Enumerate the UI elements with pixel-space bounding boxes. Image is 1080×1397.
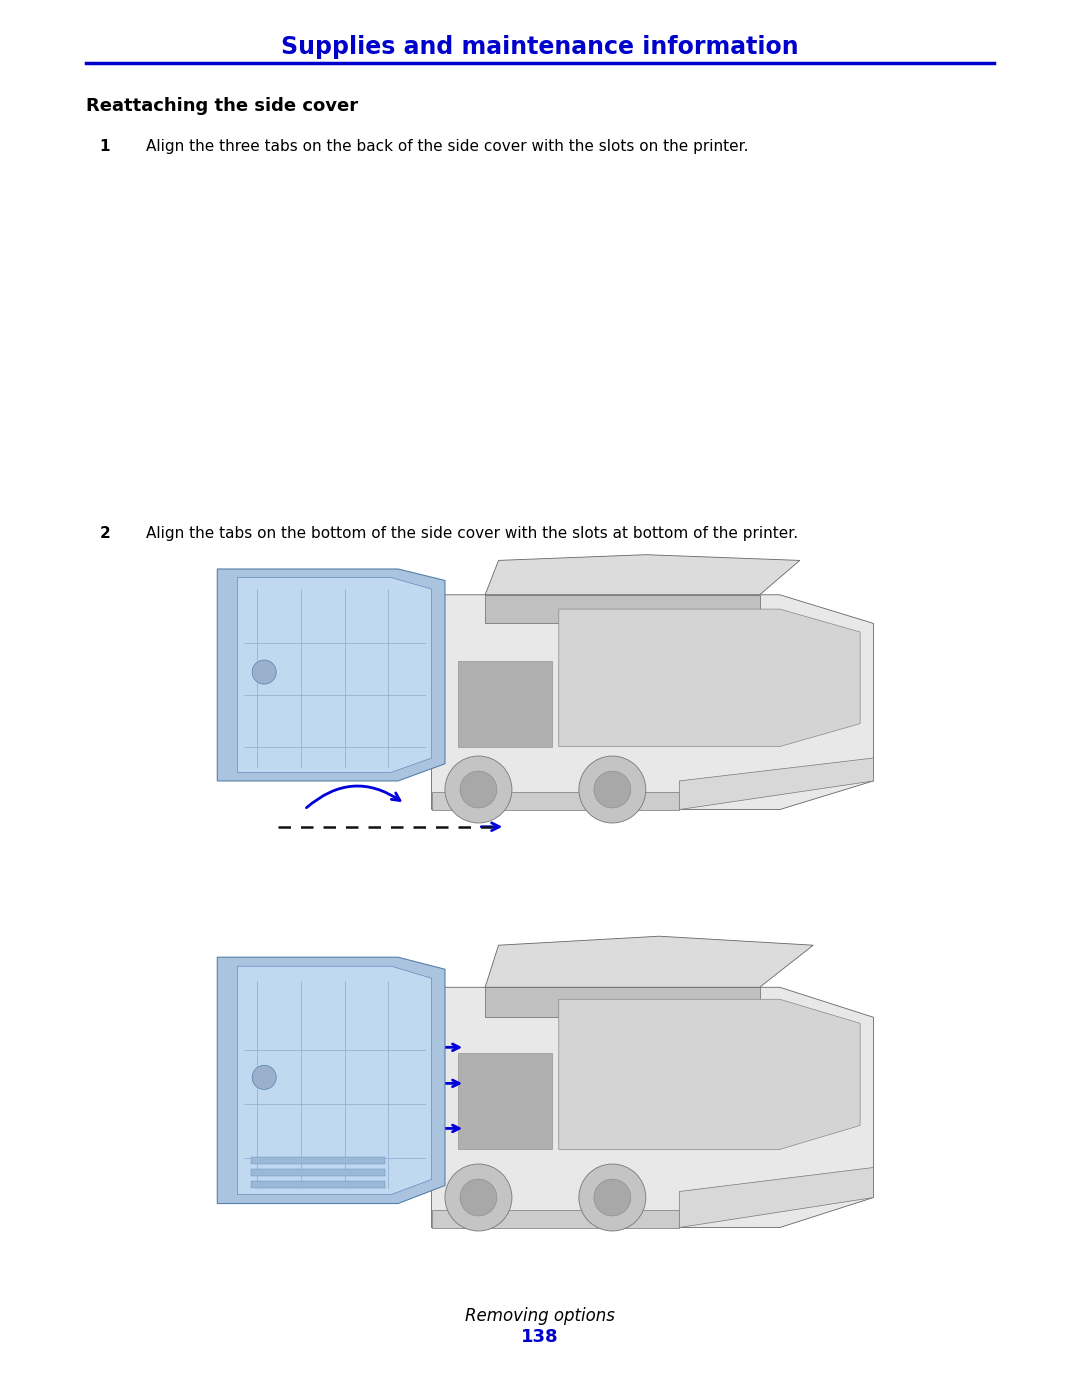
Circle shape: [460, 1179, 497, 1215]
Bar: [211, 552, 880, 838]
Polygon shape: [679, 1168, 874, 1228]
Polygon shape: [558, 609, 860, 746]
Text: Supplies and maintenance information: Supplies and maintenance information: [281, 35, 799, 59]
Text: Removing options: Removing options: [465, 1308, 615, 1324]
Text: Reattaching the side cover: Reattaching the side cover: [86, 98, 359, 115]
Polygon shape: [485, 595, 759, 623]
Text: 138: 138: [522, 1329, 558, 1345]
Polygon shape: [217, 957, 445, 1204]
Polygon shape: [432, 792, 679, 809]
Polygon shape: [485, 555, 800, 595]
Text: 2: 2: [99, 527, 110, 541]
Polygon shape: [432, 988, 874, 1228]
Polygon shape: [458, 1053, 552, 1150]
Text: Align the tabs on the bottom of the side cover with the slots at bottom of the p: Align the tabs on the bottom of the side…: [146, 527, 798, 541]
Polygon shape: [238, 967, 432, 1194]
Circle shape: [445, 756, 512, 823]
Bar: [251, 1157, 384, 1165]
Circle shape: [252, 659, 276, 685]
Polygon shape: [432, 1210, 679, 1228]
Text: 1: 1: [99, 140, 110, 154]
Polygon shape: [558, 999, 860, 1150]
Polygon shape: [458, 661, 552, 746]
Polygon shape: [485, 988, 759, 1017]
Bar: [211, 933, 880, 1234]
Bar: [251, 1169, 384, 1176]
Circle shape: [594, 1179, 631, 1215]
Polygon shape: [432, 595, 874, 809]
Bar: [251, 1180, 384, 1189]
Circle shape: [460, 771, 497, 807]
Text: Align the three tabs on the back of the side cover with the slots on the printer: Align the three tabs on the back of the …: [146, 140, 748, 154]
Circle shape: [445, 1164, 512, 1231]
Polygon shape: [217, 569, 445, 781]
Circle shape: [579, 756, 646, 823]
Circle shape: [252, 1066, 276, 1090]
Polygon shape: [679, 759, 874, 809]
Circle shape: [579, 1164, 646, 1231]
Polygon shape: [485, 936, 813, 988]
Polygon shape: [238, 577, 432, 773]
Circle shape: [594, 771, 631, 807]
